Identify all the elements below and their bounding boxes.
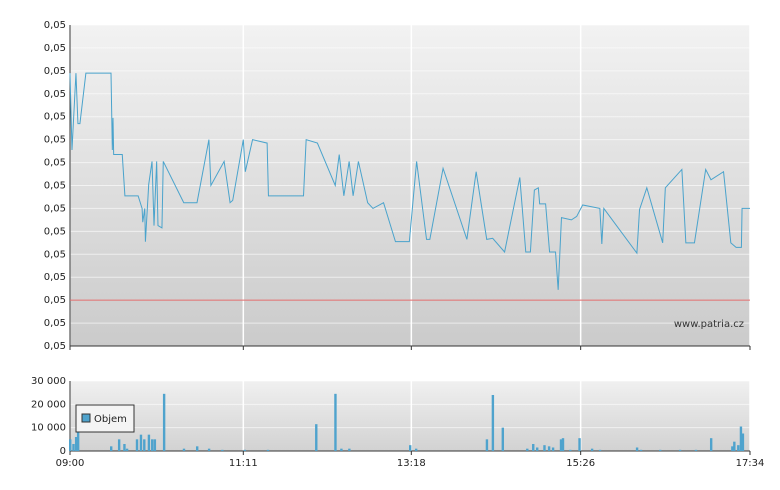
y-tick-label: 0,05 [44, 249, 66, 260]
volume-bar [340, 448, 343, 451]
volume-bar [76, 432, 80, 451]
y-tick-label: 0,05 [44, 158, 66, 169]
volume-bar [117, 439, 121, 451]
volume-bar [559, 439, 563, 451]
y-tick-label: 0,05 [44, 318, 66, 329]
volume-bar [162, 393, 166, 451]
volume-bar [659, 449, 662, 451]
volume-bar [639, 449, 643, 451]
volume-bar [135, 439, 139, 451]
volume-bar [139, 434, 143, 451]
y-tick-label: 0,05 [44, 226, 66, 237]
volume-bar [147, 434, 151, 451]
volume-bar [569, 449, 572, 451]
volume-bar [72, 444, 75, 451]
volume-bar [635, 447, 639, 451]
volume-bar [737, 445, 740, 451]
volume-bar [196, 446, 199, 451]
y-tick-label: 30 000 [31, 376, 66, 387]
volume-bar [182, 448, 186, 451]
price-line [69, 72, 750, 290]
volume-bar [532, 444, 535, 451]
y-tick-label: 0,05 [44, 295, 66, 306]
volume-bar [731, 446, 734, 451]
y-tick-label: 0,05 [44, 181, 66, 192]
volume-bar [125, 448, 129, 451]
volume-bar [348, 448, 351, 451]
volume-bar [491, 395, 495, 451]
legend-swatch [81, 413, 91, 423]
volume-bar [536, 447, 539, 451]
volume-bar [485, 439, 489, 451]
volume-bar [561, 438, 565, 451]
volume-bar [741, 433, 745, 451]
volume-bar [414, 448, 418, 451]
y-tick-label: 0,05 [44, 203, 66, 214]
watermark: www.patria.cz [674, 319, 744, 330]
volume-bar [266, 449, 270, 451]
y-tick-label: 0,05 [44, 43, 66, 54]
volume-bar [709, 438, 713, 451]
plot-area [70, 381, 750, 451]
volume-bar [590, 448, 594, 451]
volume-bar [409, 445, 412, 451]
volume-bar [143, 439, 146, 451]
x-tick-label: 17:34 [736, 458, 765, 469]
volume-bar [207, 448, 211, 451]
volume-bar [551, 447, 555, 451]
volume-bar [547, 446, 551, 451]
y-tick-label: 0,05 [44, 89, 66, 100]
volume-bar [74, 437, 78, 451]
volume-bar [501, 427, 505, 451]
volume-bar [739, 426, 743, 451]
legend-label: Objem [94, 414, 127, 425]
volume-bar [694, 449, 698, 451]
volume-bar [334, 393, 337, 451]
volume-bar [733, 441, 736, 451]
volume-bar [221, 449, 224, 451]
volume-bar [678, 449, 682, 451]
y-tick-label: 0,05 [44, 112, 66, 123]
volume-bar [153, 439, 157, 451]
volume-bar [243, 449, 247, 451]
y-tick-label: 0 [60, 446, 66, 457]
x-tick-label: 15:26 [566, 458, 595, 469]
volume-bar [598, 449, 602, 451]
y-tick-label: 10 000 [31, 423, 66, 434]
y-tick-label: 0,05 [44, 135, 66, 146]
y-tick-label: 0,05 [44, 20, 66, 31]
x-tick-label: 11:11 [229, 458, 258, 469]
x-tick-label: 13:18 [397, 458, 426, 469]
y-tick-label: 0,05 [44, 341, 66, 352]
x-tick-label: 09:00 [56, 458, 85, 469]
y-tick-label: 0,05 [44, 66, 66, 77]
y-tick-label: 0,05 [44, 272, 66, 283]
volume-bar [151, 439, 154, 451]
y-tick-label: 20 000 [31, 399, 66, 410]
volume-bar [69, 439, 72, 451]
volume-bar [578, 438, 581, 451]
volume-bar [315, 424, 318, 451]
volume-bar [543, 445, 546, 451]
volume-bar [110, 446, 113, 451]
volume-bar [526, 448, 529, 451]
volume-bar [123, 444, 126, 451]
